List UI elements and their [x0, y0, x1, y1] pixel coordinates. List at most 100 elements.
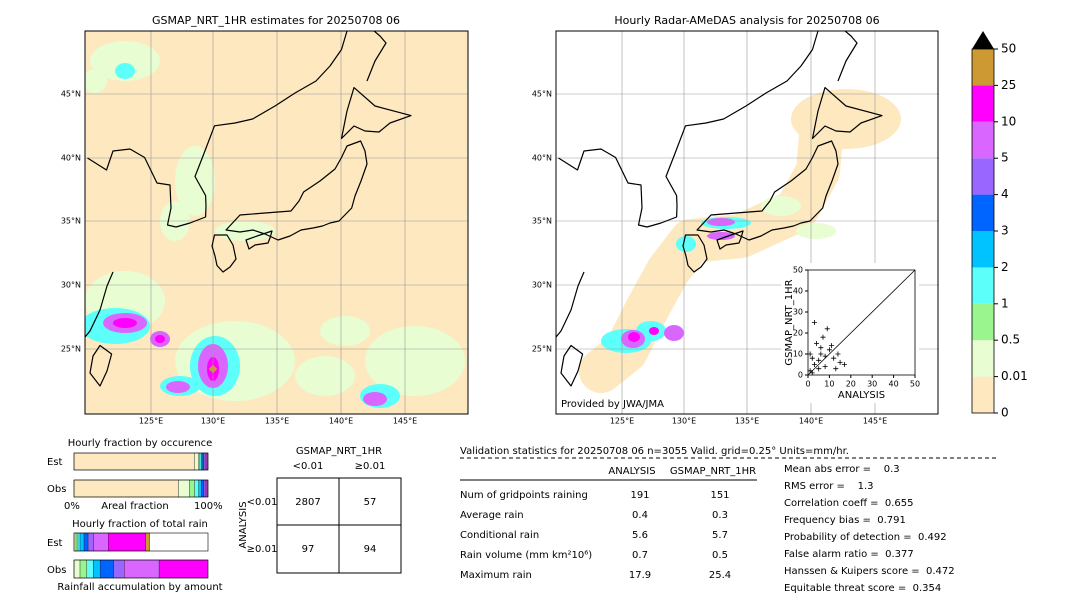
- bar-segment: [178, 479, 190, 498]
- bar-segment: [145, 532, 150, 552]
- axis-label: 100%: [194, 501, 223, 512]
- bar-segment: [99, 559, 114, 579]
- colorbar-band: [972, 267, 994, 304]
- contingency-table: GSMAP_NRT_1HR <0.01 ≥0.01 <0.01 ≥0.01 AN…: [238, 446, 402, 574]
- row-label: ≥0.01: [247, 544, 278, 555]
- fraction-bars: [73, 452, 209, 579]
- bar-segment: [194, 452, 199, 471]
- score: Mean abs error = 0.3: [784, 464, 900, 475]
- x-tick-label: 30: [867, 380, 877, 389]
- map-title: GSMAP_NRT_1HR estimates for 20250708 06: [152, 14, 400, 27]
- bar-segment: [87, 532, 94, 552]
- bar-segment: [79, 532, 85, 552]
- colorbar-label: 4: [1001, 187, 1009, 201]
- bar-frame: [73, 479, 209, 498]
- stat-value: 0.7: [632, 550, 648, 561]
- bar-segment: [75, 532, 79, 552]
- bar-segment: [86, 559, 94, 579]
- bar-segment: [83, 532, 89, 552]
- colorbar-label: 2: [1001, 260, 1009, 274]
- diagonal: [807, 269, 916, 376]
- lat-label: 25°N: [532, 345, 552, 354]
- colorbar-label: 0.01: [1001, 369, 1028, 383]
- bar-segment: [198, 452, 201, 471]
- validation-table: Validation statistics for 20250708 06 n=…: [460, 446, 996, 594]
- scatter-point: [826, 347, 832, 353]
- y-tick-label: 30: [793, 308, 803, 317]
- cell: 97: [302, 544, 315, 555]
- stat-value: 25.4: [709, 570, 731, 581]
- score: False alarm ratio = 0.377: [784, 549, 914, 560]
- scatter-point: [811, 320, 817, 325]
- bar-segment: [201, 452, 203, 471]
- bar-segment: [189, 479, 195, 498]
- colorbar-band: [972, 376, 994, 413]
- scatter-point: [820, 334, 826, 340]
- colorbar-label: 10: [1001, 114, 1016, 128]
- row-label: Obs: [47, 484, 66, 495]
- stat-label: Maximum rain: [460, 570, 532, 581]
- colorbar: 0 0.01 0.5 1 2 3 4 5 10 25 50: [971, 31, 1028, 420]
- scatter-point: [837, 359, 843, 365]
- scatter-inset: 0 10 20 30 40 50 0 10 20 30 40 50 ANALYSIS GSMAP_NRT_…: [784, 266, 920, 402]
- colorbar-label: 25: [1001, 78, 1016, 92]
- score: Probability of detection = 0.492: [784, 532, 947, 543]
- bar-segment: [205, 452, 207, 471]
- bar-segment: [93, 532, 109, 552]
- scatter-point: [829, 343, 835, 349]
- colorbar-label: 50: [1001, 42, 1016, 56]
- bar-segment: [73, 479, 179, 498]
- x-axis-label: ANALYSIS: [838, 390, 885, 401]
- colorbar-band: [972, 231, 994, 268]
- bar-segment: [194, 479, 199, 498]
- colorbar-band: [972, 340, 994, 377]
- colorbar-band: [972, 158, 994, 195]
- scatter-point: [818, 351, 824, 357]
- stat-label: Num of gridpoints raining: [460, 490, 588, 501]
- axis-label: Areal fraction: [101, 501, 168, 512]
- colorbar-extend: [972, 31, 994, 49]
- row-label: Obs: [47, 565, 66, 576]
- lat-label: 40°N: [61, 154, 81, 163]
- axis-label: 0%: [64, 501, 80, 512]
- scatter-point: [831, 355, 837, 361]
- bar-frame: [73, 532, 209, 552]
- stat-label: Average rain: [460, 510, 524, 521]
- lon-label: 135°E: [265, 417, 289, 426]
- x-tick-label: 40: [889, 380, 899, 389]
- bar-segment: [158, 559, 208, 579]
- lat-label: 25°N: [61, 345, 81, 354]
- y-tick-label: 50: [793, 266, 803, 275]
- colorbar-label: 0: [1001, 406, 1009, 420]
- bar-segment: [203, 479, 206, 498]
- validation-title: Validation statistics for 20250708 06 n=…: [460, 446, 849, 457]
- lon-label: 140°E: [799, 417, 823, 426]
- bar-segment: [73, 532, 77, 552]
- bar-segment: [77, 532, 81, 552]
- scatter-point: [816, 366, 822, 372]
- bar-frame: [73, 452, 209, 471]
- lon-label: 125°E: [139, 417, 163, 426]
- scatter-point: [809, 355, 815, 361]
- panel-title: Hourly fraction of total rain: [72, 519, 208, 530]
- scatter-point: [816, 357, 822, 363]
- col-header: GSMAP_NRT_1HR: [670, 466, 756, 477]
- x-tick-label: 50: [910, 380, 920, 389]
- bar-segment: [205, 479, 207, 498]
- stat-value: 0.3: [712, 510, 728, 521]
- estimate-map: [84, 30, 469, 415]
- stat-value: 191: [630, 490, 649, 501]
- colorbar-band: [972, 49, 994, 86]
- colorbar-label: 3: [1001, 224, 1009, 238]
- stat-value: 151: [710, 490, 729, 501]
- stat-value: 0.4: [632, 510, 648, 521]
- col-header: ANALYSIS: [608, 466, 655, 477]
- colorbar-band: [972, 121, 994, 159]
- colorbar-band: [972, 194, 994, 231]
- scatter-point: [807, 368, 813, 374]
- lat-label: 35°N: [532, 217, 552, 226]
- bar-segment: [73, 452, 195, 471]
- score: Hanssen & Kuipers score = 0.472: [784, 566, 955, 577]
- bar-segment: [203, 452, 206, 471]
